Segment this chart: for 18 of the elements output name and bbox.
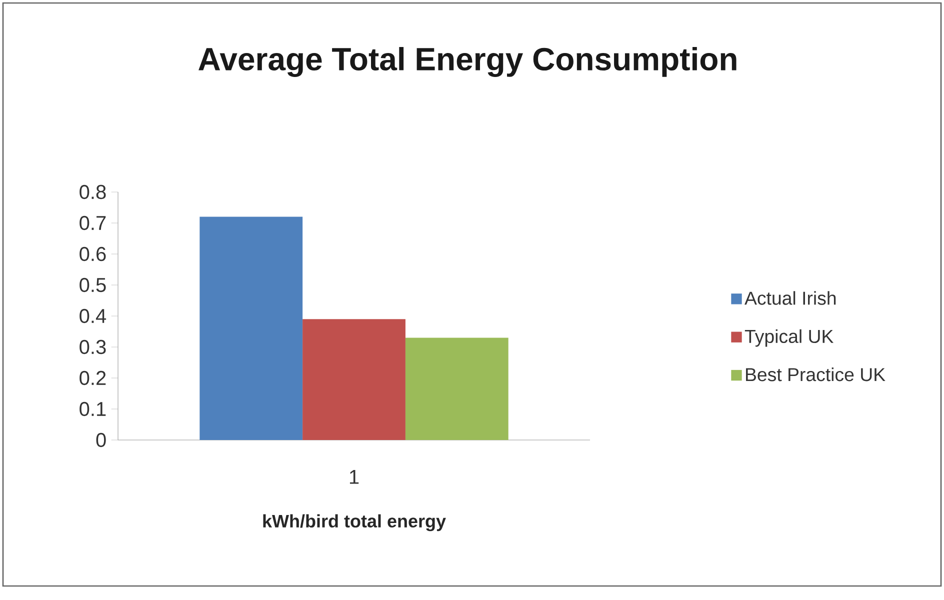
legend-label: Actual Irish xyxy=(744,291,836,305)
y-tick-label: 0.5 xyxy=(80,278,106,292)
legend-label: Typical UK xyxy=(744,329,834,347)
y-tick-label: 0.6 xyxy=(80,246,106,262)
y-tick-label: 0.2 xyxy=(80,370,106,386)
bar xyxy=(200,216,303,440)
chart-title: Average Total Energy Consumption xyxy=(198,47,736,77)
x-axis-title: kWh/bird total energy xyxy=(263,514,446,532)
y-tick-label: 0.4 xyxy=(80,308,106,324)
x-tick-label: 1 xyxy=(350,470,359,484)
y-tick-label: 0.7 xyxy=(80,216,106,230)
y-tick-label: 0.8 xyxy=(80,184,106,200)
bar xyxy=(405,338,508,440)
y-tick-label: 0.1 xyxy=(80,402,106,416)
y-tick-label: 0 xyxy=(96,432,106,448)
y-tick-label: 0.3 xyxy=(80,340,106,354)
legend-label: Best Practice UK xyxy=(746,368,886,382)
bar xyxy=(302,319,406,440)
